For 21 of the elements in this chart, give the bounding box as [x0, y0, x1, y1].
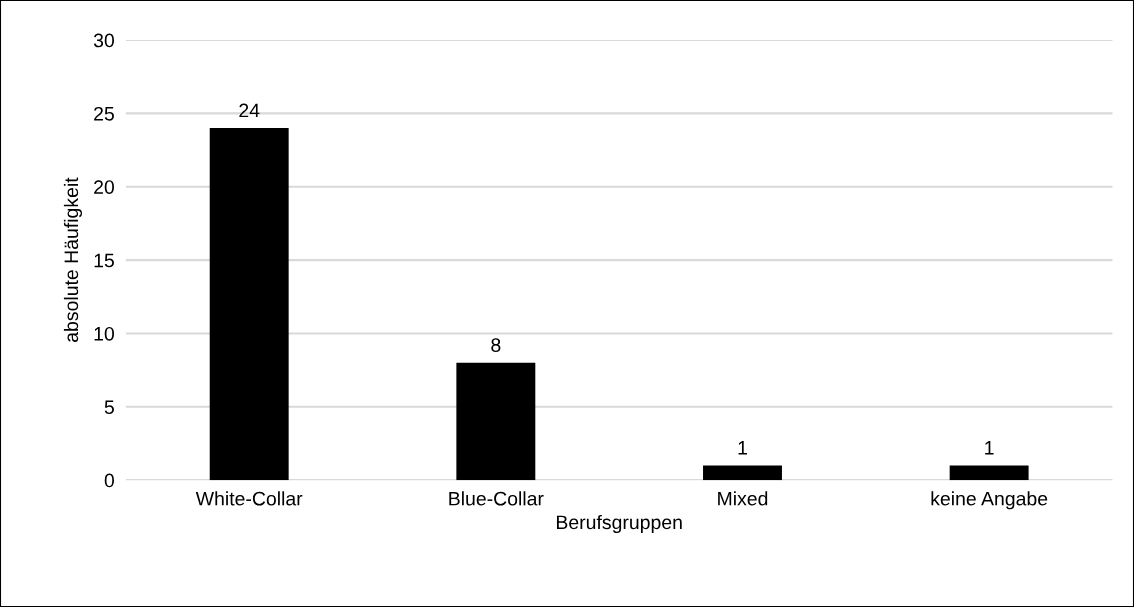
x-tick-label: White-Collar: [195, 491, 303, 506]
y-tick-label: 15: [94, 253, 114, 268]
y-tick-label: 30: [93, 33, 114, 48]
y-tick-label: 5: [104, 400, 114, 415]
bar: [209, 128, 289, 481]
x-tick-label: Mixed: [718, 491, 768, 506]
y-tick-label: 10: [94, 326, 114, 341]
y-tick-label: 0: [104, 473, 114, 488]
bar: [703, 465, 782, 481]
x-tick-label: Blue-Collar: [449, 491, 544, 506]
data-label: 24: [239, 103, 260, 118]
data-label: 8: [491, 338, 501, 352]
y-tick-label: 20: [94, 180, 114, 194]
y-axis-title: absolute Häufigkeit: [63, 177, 83, 342]
data-label: 1: [985, 441, 994, 455]
bar: [949, 465, 1029, 481]
x-tick-label: keine Angabe: [931, 491, 1048, 510]
data-label: 1: [738, 441, 747, 455]
y-tick-label: 25: [94, 106, 114, 121]
x-axis-title: Berufsgruppen: [556, 514, 682, 534]
bar: [456, 362, 536, 481]
